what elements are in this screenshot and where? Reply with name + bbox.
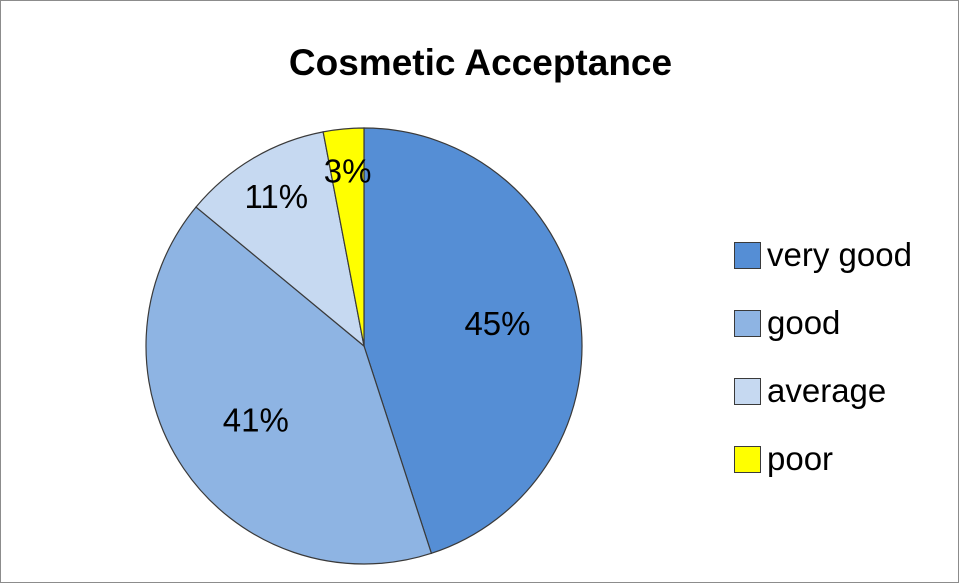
legend: very good good average poor bbox=[734, 221, 912, 493]
legend-label-very-good: very good bbox=[767, 236, 912, 273]
pie-data-label-good: 41% bbox=[223, 402, 289, 439]
pie-slice-average bbox=[195, 131, 365, 348]
pie-slices bbox=[145, 127, 583, 565]
legend-swatch-average bbox=[734, 377, 761, 405]
pie-slice-very-good bbox=[363, 127, 583, 555]
pie-data-label-poor: 3% bbox=[324, 152, 372, 189]
pie-data-label-average: 11% bbox=[245, 178, 309, 215]
chart-title: Cosmetic Acceptance bbox=[288, 42, 673, 83]
legend-item-poor: poor bbox=[734, 425, 912, 493]
legend-label-average: average bbox=[767, 372, 887, 409]
legend-item-average: average bbox=[734, 357, 912, 425]
legend-item-good: good bbox=[734, 289, 912, 357]
legend-swatch-poor bbox=[734, 445, 761, 473]
legend-swatch-good bbox=[734, 309, 761, 337]
legend-label-good: good bbox=[767, 304, 841, 341]
legend-label-poor: poor bbox=[767, 440, 834, 477]
pie-slice-good bbox=[145, 206, 433, 565]
legend-item-very-good: very good bbox=[734, 221, 912, 289]
pie-labels: 45% 41% 11% 3% bbox=[223, 152, 531, 438]
legend-swatch-very-good bbox=[734, 241, 761, 269]
pie-slice-poor bbox=[322, 127, 365, 347]
pie-data-label-very-good: 45% bbox=[464, 305, 530, 342]
